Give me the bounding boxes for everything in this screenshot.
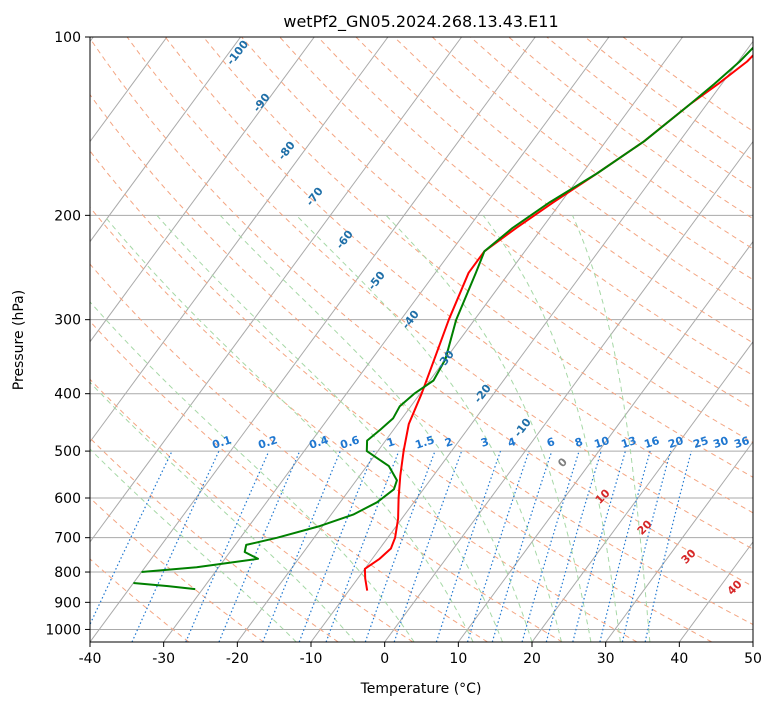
mixing-ratio-line	[521, 450, 580, 642]
x-tick-label: -20	[226, 651, 249, 667]
x-tick-label: -40	[79, 651, 102, 667]
isotherm	[90, 37, 168, 143]
x-tick-label: 50	[744, 651, 762, 667]
mixing-ratio-label: 0.6	[339, 433, 362, 451]
dry-adiabat	[90, 37, 753, 587]
isotherm	[90, 37, 463, 543]
x-tick-label: -30	[152, 651, 175, 667]
isotherm	[236, 37, 684, 642]
y-tick-label: 500	[54, 444, 81, 460]
x-tick-label: 20	[523, 651, 541, 667]
mixing-ratio-line	[572, 450, 626, 642]
isotherm	[163, 37, 610, 642]
moist-adiabat	[219, 214, 533, 642]
mixing-ratio-label: 36	[733, 434, 752, 451]
mixing-ratio-label: 16	[643, 434, 662, 451]
mixing-ratio-line	[435, 450, 502, 642]
isotherm	[90, 37, 389, 443]
mixing-ratio-line	[466, 450, 530, 642]
dry-adiabat	[126, 37, 753, 550]
mixing-ratio-line	[599, 450, 651, 642]
background-grid	[90, 37, 753, 642]
dry-adiabat	[90, 558, 190, 642]
dry-adiabat	[90, 93, 753, 626]
dry-adiabat	[90, 150, 712, 642]
mixing-ratio-label: 10	[593, 434, 612, 451]
mixing-ratio-label: 3	[479, 435, 490, 450]
y-tick-label: 900	[54, 595, 81, 611]
mixing-ratio-label: 0.4	[308, 433, 331, 451]
dry-adiabat	[317, 37, 753, 376]
x-tick-label: 40	[670, 651, 688, 667]
mixing-ratio-label: 1.5	[414, 433, 437, 451]
dry-adiabat	[90, 263, 563, 642]
isotherm	[605, 440, 753, 642]
mixing-ratio-line	[491, 450, 553, 642]
y-tick-label: 100	[54, 30, 81, 46]
y-tick-label: 200	[54, 208, 81, 224]
moist-adiabat	[90, 301, 415, 642]
mixing-ratio-line	[621, 450, 672, 642]
y-tick-label: 300	[54, 313, 81, 329]
dry-adiabat	[164, 37, 753, 514]
isotherm	[457, 240, 753, 642]
isotherm	[384, 140, 753, 642]
mixing-ratio-label: 0.1	[211, 433, 234, 451]
x-axis: -40 -30 -20 -10 0 10 20 30 40 50	[79, 642, 762, 667]
mixing-ratio-line	[218, 450, 301, 642]
dry-adiabat	[90, 206, 638, 642]
mixing-ratio-line	[545, 450, 602, 642]
mixing-ratio-label: 30	[712, 434, 731, 451]
mixing-ratio-label: 6	[545, 435, 557, 450]
y-axis-label: Pressure (hPa)	[11, 290, 27, 390]
isopleth-labels: 0.1 0.2 0.4 0.6 1 1.5 2 3 4 6 8 10 13 16 20 25 30 36-100-…	[211, 38, 752, 598]
mixing-ratio-line	[644, 450, 692, 642]
mixing-ratio-label: 8	[573, 435, 584, 450]
x-tick-label: 30	[597, 651, 615, 667]
mixing-ratio-label: 2	[443, 435, 454, 450]
x-tick-label: 10	[449, 651, 467, 667]
mixing-ratio-label: 25	[692, 434, 711, 451]
moist-adiabat	[295, 214, 562, 642]
chart-title: wetPf2_GN05.2024.268.13.43.E11	[283, 12, 558, 32]
isotherm	[90, 37, 315, 343]
mixing-ratio-line	[364, 450, 436, 642]
mixing-ratio-label: 4	[506, 435, 518, 450]
mixing-ratio-label: 13	[620, 434, 639, 451]
mixing-ratio-line	[262, 450, 341, 642]
mixing-ratio-label: 20	[667, 434, 686, 451]
y-tick-label: 700	[54, 531, 81, 547]
moist-adiabat	[156, 214, 503, 642]
isotherm	[90, 37, 536, 642]
y-axis: 100 200 300 400 500 600 700 800 900 1000	[45, 30, 90, 638]
dry-adiabat	[355, 37, 753, 344]
isotherm	[531, 340, 753, 642]
dry-adiabat	[90, 378, 414, 642]
mixing-ratio-line	[298, 450, 375, 642]
y-tick-label: 800	[54, 565, 81, 581]
moist-adiabat	[385, 214, 592, 642]
x-axis-label: Temperature (°C)	[360, 681, 482, 697]
y-tick-label: 600	[54, 491, 81, 507]
mixing-ratio-label: 0.2	[257, 433, 280, 451]
plot-frame	[89, 36, 754, 643]
isotherm	[90, 37, 242, 243]
mixing-ratio-label: 1	[385, 435, 396, 450]
mixing-ratio-line	[393, 450, 463, 642]
x-tick-label: 0	[380, 651, 389, 667]
series-group	[133, 46, 753, 591]
moist-adiabat	[572, 215, 651, 642]
moist-adiabat	[482, 215, 621, 642]
dry-adiabat	[241, 37, 753, 444]
moist-adiabat	[90, 381, 356, 642]
mixing-ratio-line	[325, 450, 400, 642]
y-tick-label: 1000	[45, 622, 81, 638]
y-tick-label: 400	[54, 387, 81, 403]
profile-line	[141, 46, 753, 573]
profile-line	[133, 582, 196, 591]
moist-adiabat	[103, 214, 474, 642]
x-tick-label: -10	[300, 651, 323, 667]
